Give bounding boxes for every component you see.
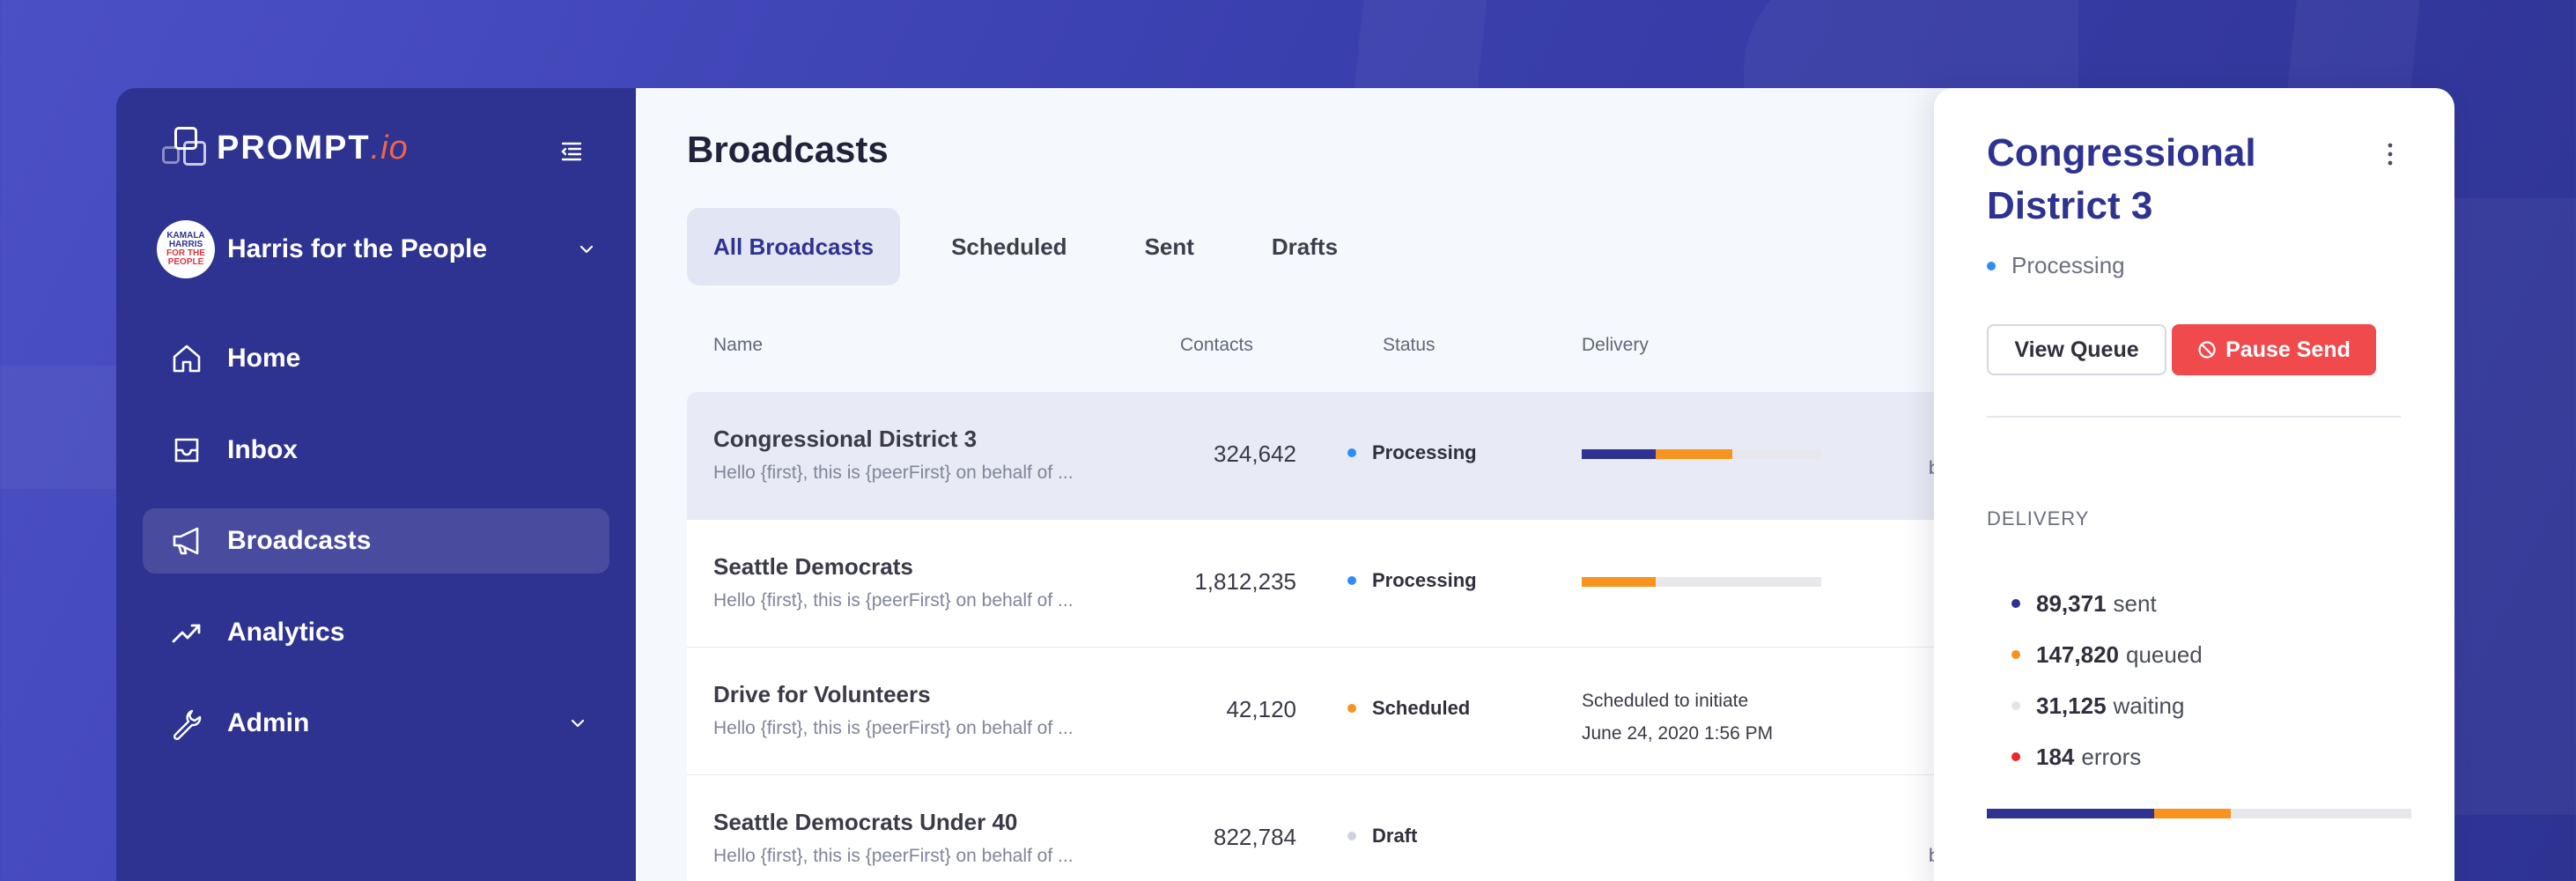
legend-dot [2011, 599, 2020, 608]
sidebar-item-home[interactable]: Home [143, 326, 609, 391]
clipped-text: b [1929, 846, 1939, 867]
message-preview: Hello {first}, this is {peerFirst} on be… [713, 846, 1074, 866]
delivery-section-label: DELIVERY [1987, 507, 2090, 529]
tab-scheduled[interactable]: Scheduled [951, 233, 1067, 260]
broadcast-name: Drive for Volunteers [713, 681, 931, 707]
delivery-legend: 89,371 sent 147,820 queued 31,125 waiting 1… [2011, 578, 2203, 782]
broadcast-name: Seattle Democrats Under 40 [713, 809, 1018, 835]
divider [1987, 416, 2401, 418]
table-header: Name Contacts Status Delivery [687, 335, 1983, 370]
legend-item-errors: 184 errors [2011, 731, 2203, 782]
sidebar: PROMPT.io KAMALA HARRIS FOR THE PEOPLE H… [116, 88, 636, 881]
status-badge: Draft [1347, 825, 1417, 848]
table-row[interactable]: Seattle Democrats Under 40 Hello {first}… [687, 775, 1983, 881]
legend-item-waiting: 31,125 waiting [2011, 680, 2203, 731]
table-row[interactable]: Congressional District 3 Hello {first}, … [687, 392, 1983, 520]
sidebar-item-analytics[interactable]: Analytics [143, 600, 609, 665]
status-badge: Processing [1347, 569, 1477, 592]
brand-logo[interactable]: PROMPT.io [162, 127, 409, 169]
sidebar-item-label: Analytics [227, 617, 345, 647]
column-header-name[interactable]: Name [713, 335, 764, 355]
broadcast-detail-panel: Congressional District 3 Processing View… [1934, 88, 2454, 881]
message-preview: Hello {first}, this is {peerFirst} on be… [713, 590, 1074, 611]
legend-item-sent: 89,371 sent [2011, 578, 2203, 629]
logo-icon [162, 127, 208, 169]
schedule-datetime: June 24, 2020 1:56 PM [1582, 723, 1774, 744]
tab-drafts[interactable]: Drafts [1271, 233, 1339, 260]
status-badge: Processing [1987, 252, 2125, 279]
message-preview: Hello {first}, this is {peerFirst} on be… [713, 718, 1074, 738]
legend-dot [2011, 752, 2020, 761]
status-badge: Processing [1347, 441, 1477, 464]
tab-bar: All Broadcasts Scheduled Sent Drafts [687, 208, 1389, 285]
legend-dot [2011, 650, 2020, 659]
tab-sent[interactable]: Sent [1144, 233, 1194, 260]
home-icon [173, 344, 201, 373]
progress-segment [1656, 449, 1733, 459]
message-preview: Hello {first}, this is {peerFirst} on be… [713, 463, 1074, 483]
background-shape [0, 366, 123, 489]
sidebar-item-broadcasts[interactable]: Broadcasts [143, 508, 609, 574]
view-queue-button[interactable]: View Queue [1987, 324, 2166, 375]
table-row[interactable]: Drive for Volunteers Hello {first}, this… [687, 648, 1983, 775]
status-dot [1347, 832, 1356, 840]
collapse-sidebar-icon[interactable] [558, 137, 585, 164]
app-window: PROMPT.io KAMALA HARRIS FOR THE PEOPLE H… [116, 88, 2454, 881]
column-header-status[interactable]: Status [1383, 335, 1436, 355]
sidebar-nav: Home Inbox Broadcasts [143, 326, 609, 782]
contacts-count: 324,642 [1214, 440, 1296, 467]
table-row[interactable]: Seattle Democrats Hello {first}, this is… [687, 520, 1983, 648]
status-dot [1347, 704, 1356, 713]
wrench-icon [173, 709, 202, 741]
sidebar-item-label: Broadcasts [227, 526, 372, 555]
delivery-progress-bar [1987, 809, 2411, 818]
page-title: Broadcasts [687, 129, 889, 170]
schedule-info: Scheduled to initiate June 24, 2020 1:56… [1582, 685, 1773, 750]
brand-name: PROMPT.io [217, 129, 409, 167]
trend-icon [172, 624, 201, 642]
broadcast-name: Seattle Democrats [713, 553, 913, 580]
panel-title: Congressional District 3 [1987, 131, 2256, 227]
main-content: Broadcasts All Broadcasts Scheduled Sent… [636, 88, 1983, 881]
tab-all-broadcasts[interactable]: All Broadcasts [687, 208, 901, 285]
progress-segment [1987, 809, 2155, 818]
progress-segment [1582, 577, 1657, 587]
chevron-down-icon [579, 245, 594, 254]
delivery-progress-bar [1582, 449, 1821, 459]
pause-send-button[interactable]: Pause Send [2172, 324, 2376, 375]
sidebar-item-label: Admin [227, 708, 310, 737]
broadcast-table: Congressional District 3 Hello {first}, … [687, 392, 1983, 881]
status-dot [1347, 576, 1356, 585]
avatar: KAMALA HARRIS FOR THE PEOPLE [157, 220, 215, 278]
org-switcher[interactable]: KAMALA HARRIS FOR THE PEOPLE Harris for … [157, 218, 597, 280]
more-options-icon[interactable] [2381, 139, 2399, 169]
status-badge: Scheduled [1347, 697, 1470, 720]
column-header-contacts[interactable]: Contacts [1180, 335, 1253, 355]
column-header-delivery[interactable]: Delivery [1582, 335, 1649, 355]
inbox-icon [174, 438, 199, 462]
sidebar-item-label: Inbox [227, 434, 298, 464]
schedule-label: Scheduled to initiate [1582, 691, 1749, 711]
block-icon [2198, 341, 2216, 359]
org-name: Harris for the People [227, 234, 488, 263]
contacts-count: 42,120 [1226, 696, 1296, 722]
status-dot [1987, 261, 1996, 270]
background-shape [2448, 198, 2576, 815]
delivery-progress-bar [1582, 577, 1821, 587]
status-dot [1347, 448, 1356, 457]
sidebar-item-admin[interactable]: Admin [143, 691, 609, 756]
legend-dot [2011, 701, 2020, 710]
progress-segment [2154, 809, 2232, 818]
contacts-count: 822,784 [1214, 824, 1296, 850]
megaphone-icon [173, 527, 199, 555]
contacts-count: 1,812,235 [1194, 568, 1296, 595]
sidebar-item-label: Home [227, 344, 301, 373]
progress-segment [1582, 449, 1657, 459]
chevron-down-icon [571, 719, 585, 728]
legend-item-queued: 147,820 queued [2011, 629, 2203, 680]
broadcast-name: Congressional District 3 [713, 426, 978, 452]
sidebar-item-inbox[interactable]: Inbox [143, 418, 609, 483]
